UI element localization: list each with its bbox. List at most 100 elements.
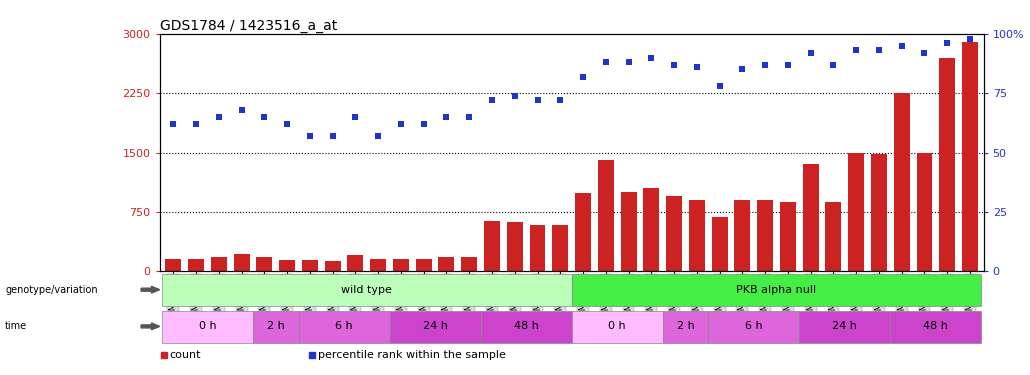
Bar: [799, 310, 890, 343]
Bar: [709, 310, 799, 343]
Point: [643, 54, 659, 60]
Bar: [917, 153, 932, 272]
Bar: [299, 310, 389, 343]
Point: [187, 121, 204, 127]
Point: [712, 83, 728, 89]
Point: [461, 114, 478, 120]
Bar: [757, 200, 774, 272]
Text: wild type: wild type: [341, 285, 392, 295]
Bar: [666, 196, 682, 272]
Point: [234, 107, 250, 113]
Point: [870, 47, 887, 53]
Text: genotype/variation: genotype/variation: [5, 285, 98, 295]
Bar: [572, 274, 982, 306]
Point: [848, 47, 864, 53]
Bar: [211, 258, 227, 272]
Point: [552, 97, 569, 103]
Bar: [572, 310, 662, 343]
Point: [665, 62, 682, 68]
Text: 6 h: 6 h: [745, 321, 762, 332]
Point: [689, 64, 706, 70]
Point: [917, 50, 933, 56]
Bar: [279, 260, 295, 272]
Point: [392, 121, 409, 127]
Text: 48 h: 48 h: [514, 321, 539, 332]
Bar: [552, 225, 569, 272]
Bar: [507, 222, 522, 272]
Point: [438, 114, 454, 120]
Bar: [166, 259, 181, 272]
Text: time: time: [5, 321, 27, 332]
Bar: [162, 310, 253, 343]
Bar: [962, 42, 977, 272]
Bar: [302, 260, 318, 272]
Point: [893, 43, 909, 49]
Point: [962, 36, 978, 42]
Point: [757, 62, 774, 68]
Point: [302, 133, 318, 139]
Point: [575, 74, 591, 80]
Bar: [461, 256, 477, 272]
Bar: [484, 221, 500, 272]
Point: [415, 121, 432, 127]
Point: [370, 133, 386, 139]
Bar: [890, 310, 982, 343]
Bar: [802, 164, 819, 272]
Bar: [188, 259, 204, 272]
Point: [529, 97, 546, 103]
Bar: [662, 310, 709, 343]
Point: [734, 66, 751, 72]
Bar: [416, 259, 432, 272]
Bar: [234, 254, 249, 272]
Point: [256, 114, 273, 120]
Bar: [347, 255, 364, 272]
Bar: [689, 200, 705, 272]
Bar: [621, 192, 637, 272]
Text: 0 h: 0 h: [609, 321, 626, 332]
Point: [597, 59, 614, 65]
Text: 2 h: 2 h: [267, 321, 284, 332]
Point: [484, 97, 501, 103]
Text: percentile rank within the sample: percentile rank within the sample: [318, 350, 506, 360]
Bar: [529, 225, 546, 272]
Text: 2 h: 2 h: [677, 321, 694, 332]
Bar: [939, 57, 955, 272]
Point: [347, 114, 364, 120]
Point: [210, 114, 227, 120]
Bar: [162, 274, 572, 306]
Bar: [644, 188, 659, 272]
Bar: [389, 310, 481, 343]
Bar: [825, 202, 842, 272]
Point: [780, 62, 796, 68]
Bar: [780, 202, 796, 272]
Text: GDS1784 / 1423516_a_at: GDS1784 / 1423516_a_at: [160, 19, 337, 33]
Bar: [324, 261, 341, 272]
Point: [825, 62, 842, 68]
Text: 48 h: 48 h: [924, 321, 949, 332]
Point: [802, 50, 819, 56]
Text: 24 h: 24 h: [832, 321, 857, 332]
Point: [165, 121, 181, 127]
Bar: [253, 310, 299, 343]
Point: [939, 40, 956, 46]
Bar: [439, 258, 454, 272]
Bar: [481, 310, 572, 343]
Point: [324, 133, 341, 139]
Bar: [849, 153, 864, 272]
Text: PKB alpha null: PKB alpha null: [736, 285, 817, 295]
Bar: [894, 93, 909, 272]
Text: 0 h: 0 h: [199, 321, 216, 332]
Bar: [871, 154, 887, 272]
Bar: [370, 259, 386, 272]
Bar: [712, 217, 727, 272]
Point: [620, 59, 637, 65]
Bar: [393, 259, 409, 272]
Bar: [575, 193, 591, 272]
Bar: [734, 200, 750, 272]
Text: 6 h: 6 h: [335, 321, 353, 332]
Bar: [597, 160, 614, 272]
Text: 24 h: 24 h: [422, 321, 447, 332]
Point: [279, 121, 296, 127]
Text: count: count: [170, 350, 201, 360]
Bar: [256, 258, 272, 272]
